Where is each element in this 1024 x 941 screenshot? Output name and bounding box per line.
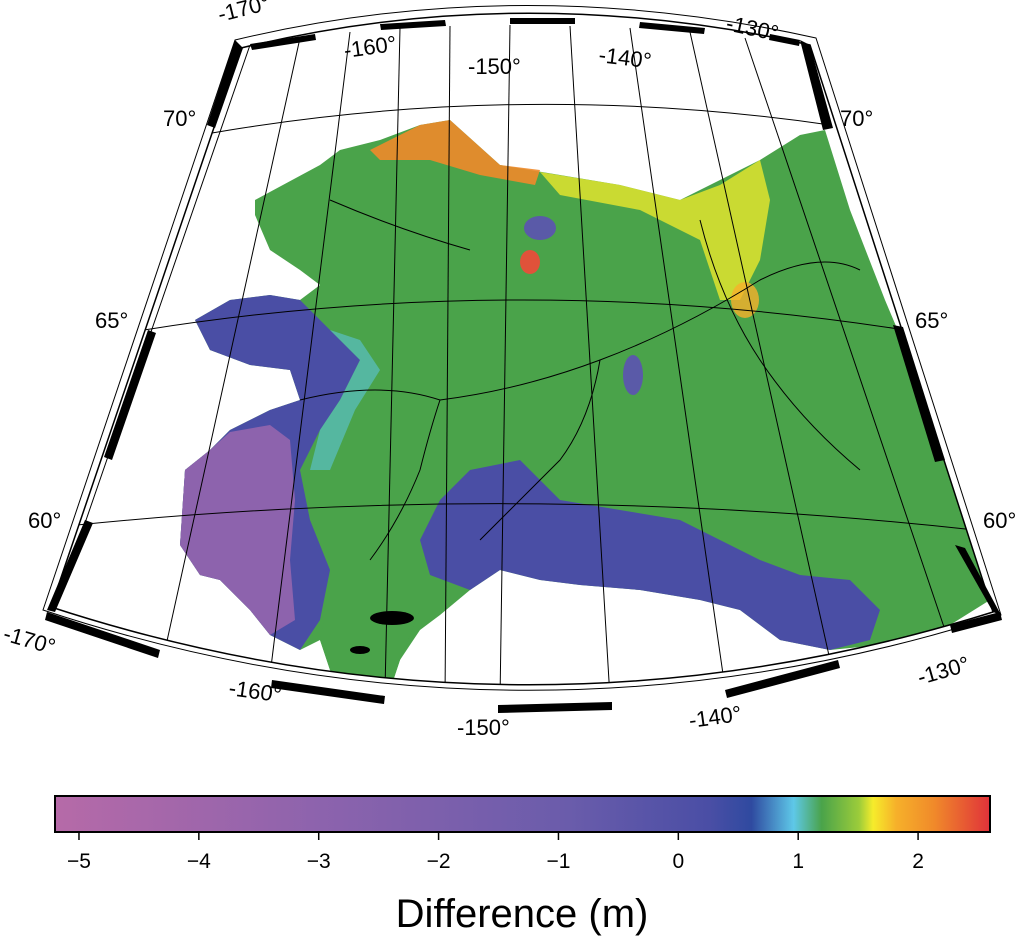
map-frame: [50, 12, 994, 686]
lon-label: -160°: [227, 675, 283, 707]
south-green-patch: [320, 580, 420, 685]
north-coast-band: [370, 120, 540, 185]
lat-label: 65°: [95, 308, 128, 333]
graticule-lat-60: [76, 503, 976, 531]
southern-blue: [420, 460, 880, 650]
lake: [350, 646, 370, 654]
colorbar-tick-label: 2: [912, 850, 924, 873]
colorbar-gradient: [54, 795, 991, 833]
colorbar-tick-label: 1: [792, 850, 804, 873]
graticule-meridians: [54, 24, 946, 685]
lon-label: -150°: [468, 54, 521, 79]
land-mass: [180, 120, 990, 685]
lon-label: -170°: [215, 0, 272, 27]
graticule-lat-70: [211, 103, 831, 134]
graticule-lat-65: [143, 299, 906, 331]
lat-label: 60°: [983, 508, 1016, 533]
southwest-purple: [180, 425, 295, 635]
lat-labels: 70° 65° 60° 70° 65° 60°: [28, 106, 1016, 533]
colorbar-tick-label: −3: [307, 850, 331, 873]
colorbar-tick-label: −5: [67, 850, 91, 873]
lat-label: 65°: [915, 308, 948, 333]
lat-label: 70°: [163, 106, 196, 131]
lat-label: 70°: [840, 106, 873, 131]
colorbar-tick-label: −4: [187, 850, 211, 873]
frame-ticks: [45, 18, 1002, 713]
interior-blue-blob-2: [623, 355, 643, 395]
western-cyan: [310, 330, 380, 470]
north-coast-yellow: [540, 160, 770, 300]
lon-label: -150°: [457, 715, 510, 740]
colorbar: −5 −4 −3 −2 −1 0 1 2 Difference (m): [54, 795, 991, 936]
interior-yellow-blob: [731, 282, 759, 318]
lon-label: -130°: [914, 651, 972, 690]
interior-blue-blob: [524, 216, 556, 240]
colorbar-tick-label: −1: [546, 850, 570, 873]
lat-label: 60°: [28, 508, 61, 533]
rivers: [299, 199, 861, 561]
colorbar-ticks: −5 −4 −3 −2 −1 0 1 2: [67, 832, 924, 873]
colorbar-title: Difference (m): [396, 892, 649, 936]
colorbar-tick-label: 0: [672, 850, 684, 873]
colorbar-tick-label: −2: [427, 850, 451, 873]
interior-red-blob: [520, 250, 540, 274]
lon-label: -170°: [1, 621, 59, 660]
lon-label: -140°: [687, 701, 743, 733]
lake: [370, 611, 414, 625]
